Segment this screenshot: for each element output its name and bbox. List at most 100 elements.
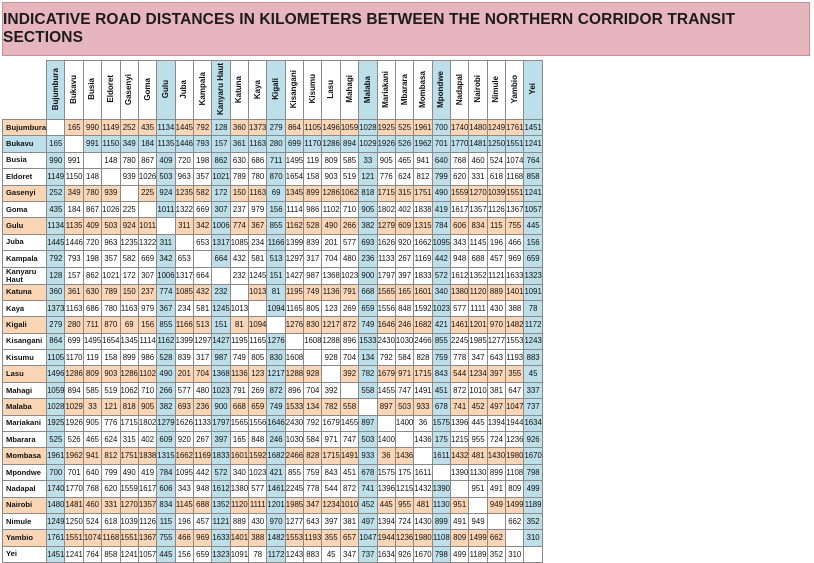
distance-cell: 643 bbox=[303, 512, 323, 531]
distance-cell: 1556 bbox=[376, 299, 396, 318]
row-label: Mombasa bbox=[1, 447, 48, 465]
distance-cell: 1611 bbox=[431, 447, 452, 465]
distance-cell: 970 bbox=[266, 512, 286, 531]
distance-cell: 1679 bbox=[321, 414, 341, 433]
column-header-label: Kaya bbox=[252, 79, 262, 99]
distance-cell: 577 bbox=[174, 381, 194, 400]
distance-cell: 342 bbox=[192, 217, 213, 235]
distance-cell: 503 bbox=[156, 168, 176, 186]
distance-cell: 700 bbox=[431, 118, 452, 137]
header-row: Bujumbura Bukavu Busia Eldoret Gasenyi Goma Gu… bbox=[2, 60, 543, 120]
distance-cell: 1120 bbox=[229, 496, 250, 514]
distance-cell: 340 bbox=[229, 463, 250, 482]
distance-cell: 497 bbox=[358, 512, 378, 531]
distance-cell: 347 bbox=[339, 545, 360, 563]
distance-cell: 963 bbox=[101, 233, 121, 252]
distance-cell: 491 bbox=[449, 512, 470, 531]
distance-cell: 659 bbox=[192, 545, 213, 563]
distance-cell: 1150 bbox=[101, 135, 121, 153]
column-header: Bukavu bbox=[64, 60, 84, 120]
distance-cell: 774 bbox=[156, 283, 176, 301]
distance-cell: 640 bbox=[82, 463, 103, 482]
distance-cell: 526 bbox=[394, 135, 415, 153]
distance-cell: 232 bbox=[229, 266, 250, 285]
distance-cell: 1243 bbox=[523, 332, 543, 351]
distance-cell: 1436 bbox=[413, 431, 433, 449]
distance-cell: 234 bbox=[174, 299, 194, 318]
distance-cell: 402 bbox=[137, 431, 158, 449]
distance-cell: 1495 bbox=[284, 151, 305, 170]
distance-cell: 1023 bbox=[248, 463, 268, 482]
distance-cell: 1740 bbox=[449, 118, 470, 137]
distance-cell: 1059 bbox=[46, 381, 66, 400]
distance-cell: 1030 bbox=[284, 431, 305, 449]
distance-cell: 1390 bbox=[431, 480, 452, 498]
distance-cell: 905 bbox=[376, 151, 396, 170]
distance-cell: 828 bbox=[413, 349, 433, 367]
distance-cell: 2466 bbox=[284, 447, 305, 465]
distance-cell: 1646 bbox=[376, 316, 396, 334]
distance-cell: 1496 bbox=[321, 118, 341, 137]
distance-cell: 460 bbox=[468, 151, 488, 170]
distance-cell: 780 bbox=[119, 151, 139, 170]
distance-cell: 905 bbox=[358, 200, 378, 219]
diagonal-cell bbox=[46, 118, 66, 137]
distance-cell: 640 bbox=[431, 151, 452, 170]
distance-cell: 1235 bbox=[119, 233, 139, 252]
distance-cell: 78 bbox=[523, 299, 543, 318]
distance-cell: 430 bbox=[486, 299, 507, 318]
distance-cell: 331 bbox=[101, 496, 121, 514]
column-header-label: Yei bbox=[528, 83, 538, 95]
distance-cell: 897 bbox=[376, 398, 396, 416]
distance-cell: 1481 bbox=[468, 135, 488, 153]
distance-cell: 165 bbox=[46, 135, 66, 153]
distance-cell: 1436 bbox=[394, 447, 415, 465]
distance-cell: 791 bbox=[339, 283, 360, 301]
distance-cell: 184 bbox=[137, 135, 158, 153]
distance-cell: 480 bbox=[339, 250, 360, 268]
distance-cell: 1962 bbox=[413, 135, 433, 153]
column-header: Kisangani bbox=[284, 60, 305, 120]
distance-cell: 789 bbox=[229, 168, 250, 186]
distance-cell: 1559 bbox=[119, 480, 139, 498]
diagonal-cell bbox=[211, 266, 231, 285]
distance-cell: 1980 bbox=[413, 529, 433, 547]
distance-cell: 1189 bbox=[523, 496, 543, 514]
distance-cell: 1047 bbox=[505, 398, 525, 416]
distance-cell: 175 bbox=[394, 463, 415, 482]
distance-cell: 855 bbox=[266, 217, 286, 235]
distance-cell: 643 bbox=[486, 349, 507, 367]
distance-cell: 1317 bbox=[211, 233, 231, 252]
distance-cell: 710 bbox=[137, 381, 158, 400]
distance-cell: 1250 bbox=[64, 512, 84, 531]
distance-cell: 1445 bbox=[46, 233, 66, 252]
distance-cell: 862 bbox=[82, 266, 103, 285]
distance-cell: 624 bbox=[101, 431, 121, 449]
row-label: Goma bbox=[1, 200, 48, 219]
row-label: Mpondwe bbox=[1, 463, 48, 482]
distance-cell: 1481 bbox=[64, 496, 84, 514]
distance-cell: 1135 bbox=[156, 135, 176, 153]
column-header-label: Kanyaru Haut bbox=[216, 63, 225, 116]
distance-cell: 1249 bbox=[486, 118, 507, 137]
distance-cell: 799 bbox=[431, 168, 452, 186]
distance-cell: 1985 bbox=[284, 496, 305, 514]
distance-cell: 1601 bbox=[229, 447, 250, 465]
row-label: Gasenyi bbox=[1, 184, 48, 202]
distance-cell: 1130 bbox=[431, 496, 452, 514]
distance-cell: 704 bbox=[339, 349, 360, 367]
distance-cell: 1491 bbox=[413, 381, 433, 400]
distance-cell: 1149 bbox=[101, 118, 121, 137]
distance-cell: 1559 bbox=[449, 184, 470, 202]
distance-cell: 196 bbox=[486, 233, 507, 252]
distance-cell: 1575 bbox=[431, 414, 452, 433]
distance-cell: 1556 bbox=[248, 414, 268, 433]
distance-cell: 1236 bbox=[394, 529, 415, 547]
distance-cell: 941 bbox=[82, 447, 103, 465]
distance-cell: 1455 bbox=[339, 414, 360, 433]
distance-cell: 69 bbox=[119, 316, 139, 334]
distance-cell: 123 bbox=[248, 365, 268, 383]
distance-cell: 158 bbox=[101, 349, 121, 367]
column-header-label: Bukavu bbox=[69, 74, 79, 104]
distance-cell: 1021 bbox=[101, 266, 121, 285]
